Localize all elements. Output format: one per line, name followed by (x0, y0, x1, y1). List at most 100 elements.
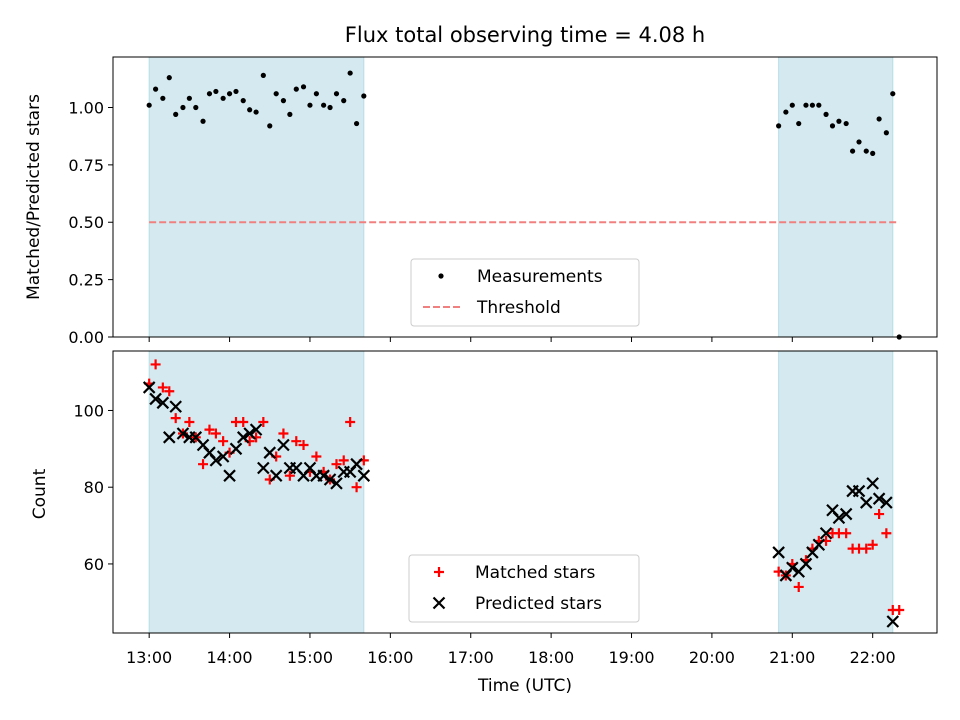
measurement-point (809, 102, 815, 108)
matched-star-point (204, 424, 215, 435)
x-tick-label: 20:00 (689, 648, 735, 667)
y-tick-label: 0.75 (68, 156, 104, 175)
predicted-star-point (812, 538, 826, 552)
matched-star-point (157, 382, 168, 393)
measurement-point (789, 102, 795, 108)
top-axes-frame (112, 56, 938, 338)
bottom-plot-marks (142, 359, 905, 628)
predicted-star-point (799, 557, 813, 571)
measurement-point (776, 123, 782, 129)
x-tick-label: 14:00 (207, 648, 253, 667)
top-shaded-intervals (148, 56, 894, 338)
predicted-star-point (257, 461, 270, 475)
bottom-legend: Matched stars Predicted stars (408, 554, 640, 623)
matched-star-point (881, 528, 892, 539)
top-legend: Measurements Threshold (410, 258, 640, 327)
measurement-point (267, 123, 273, 129)
matched-star-point (150, 359, 161, 370)
measurement-point (307, 102, 313, 108)
predicted-star-point (772, 546, 785, 559)
legend-label: Predicted stars (475, 594, 602, 614)
measurement-point (193, 104, 199, 111)
x-tick-label: 17:00 (448, 648, 494, 667)
predicted-star-point (872, 492, 886, 505)
matched-star-point (198, 459, 209, 470)
legend-box (408, 554, 640, 623)
predicted-star-point (859, 496, 873, 509)
measurement-point (166, 75, 172, 81)
measurement-point (287, 111, 293, 117)
predicted-star-point (249, 423, 263, 436)
predicted-star-point (223, 469, 236, 482)
predicted-star-point (330, 477, 343, 490)
predicted-star-point (350, 457, 363, 471)
measurement-point (341, 98, 347, 104)
measurement-point (870, 150, 876, 156)
measurement-point (293, 86, 299, 92)
matched-star-point (874, 509, 885, 520)
x-axis-label: Time (UTC) (477, 676, 572, 696)
predicted-star-point (819, 526, 833, 540)
y-tick-label: 0.50 (68, 213, 104, 232)
legend-marker-swatch (438, 273, 444, 279)
measurement-point (146, 102, 152, 108)
measurement-point (226, 91, 233, 97)
measurement-point (233, 88, 239, 95)
top-y-ticks: 0.00 0.25 0.50 0.75 1.00 (68, 98, 113, 347)
legend-marker-swatch (432, 596, 446, 610)
matched-star-point (793, 581, 804, 592)
measurement-point (273, 91, 279, 97)
bottom-y-axis-label: Count (30, 468, 50, 519)
matched-star-point (170, 413, 181, 424)
predicted-star-point (866, 477, 879, 490)
predicted-star-point (229, 442, 243, 456)
measurement-point (200, 118, 206, 124)
y-tick-label: 0.25 (68, 271, 104, 290)
matched-star-point (291, 436, 302, 447)
y-tick-label: 80 (84, 478, 104, 497)
measurement-point (153, 86, 159, 92)
measurement-point (829, 123, 836, 129)
legend-label: Threshold (476, 298, 561, 318)
predicted-star-point (852, 484, 866, 498)
predicted-star-point (243, 427, 256, 440)
measurement-point (160, 95, 166, 101)
matched-star-point (351, 482, 362, 493)
predicted-star-point (357, 469, 371, 482)
measurement-point (843, 120, 849, 127)
predicted-star-point (832, 511, 846, 525)
measurement-point (321, 102, 327, 108)
y-tick-label: 100 (73, 401, 104, 420)
legend-label: Measurements (477, 267, 603, 287)
measurement-point (247, 107, 253, 113)
predicted-star-point (786, 561, 799, 575)
measurement-point (186, 95, 192, 101)
x-tick-label: 18:00 (528, 648, 574, 667)
matched-star-point (184, 416, 195, 427)
bottom-x-ticks: 13:00 14:00 15:00 16:00 17:00 18:00 19:00 20:00… (126, 633, 896, 667)
measurement-point (883, 130, 889, 136)
x-tick-label: 16:00 (367, 648, 413, 667)
measurement-point (260, 72, 266, 78)
matched-star-point (338, 455, 349, 466)
shaded-interval (148, 350, 365, 634)
matched-star-point (164, 386, 175, 397)
matched-star-point (867, 539, 878, 550)
bottom-y-ticks: 60 80 100 (73, 401, 113, 574)
measurement-point (213, 88, 219, 95)
predicted-star-point (880, 496, 893, 509)
predicted-star-point (317, 469, 330, 482)
matched-star-point (841, 528, 852, 539)
measurement-point (313, 91, 319, 97)
bottom-axes-frame (112, 350, 938, 634)
measurement-point (253, 109, 259, 115)
bottom-panel: 60 80 100 13:00 14:00 15:00 16:00 17:00 18:00 19… (30, 350, 938, 696)
matched-star-point (894, 604, 905, 615)
y-tick-label: 1.00 (68, 98, 104, 117)
predicted-star-point (216, 450, 230, 463)
shaded-interval (778, 56, 894, 338)
measurement-point (240, 98, 246, 104)
x-tick-label: 19:00 (608, 648, 654, 667)
measurement-point (180, 104, 186, 111)
bottom-shaded-intervals (148, 350, 894, 634)
